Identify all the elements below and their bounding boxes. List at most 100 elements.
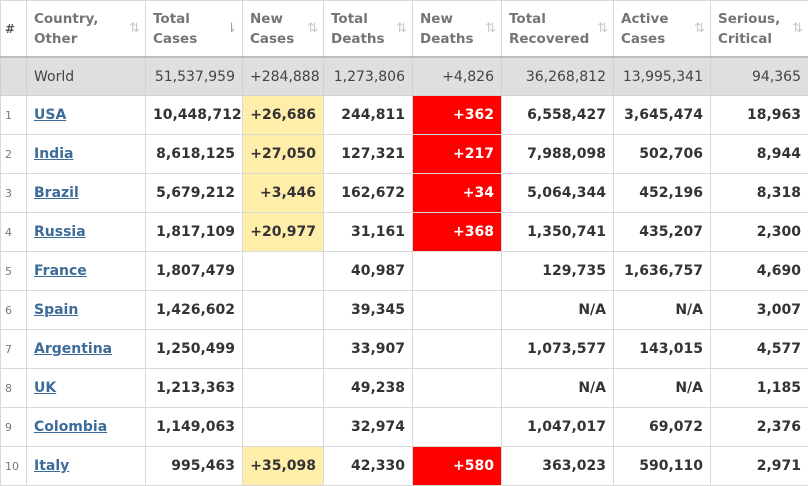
cell-total-cases: 1,817,109 (145, 212, 243, 252)
cell-serious-critical: 3,007 (710, 290, 808, 330)
row-rank: 9 (0, 407, 27, 447)
cell-active-cases: 3,645,474 (613, 95, 711, 135)
header-new-cases[interactable]: New Cases ⇅ (242, 0, 324, 58)
header-new-cases-line1: New (250, 10, 283, 27)
cell-new-cases (242, 290, 324, 330)
cell-new-deaths (412, 251, 502, 291)
header-active-cases-line2: Cases (621, 30, 666, 47)
cell-total-cases: 995,463 (145, 446, 243, 486)
country-link[interactable]: Brazil (34, 185, 79, 201)
row-rank: 5 (0, 251, 27, 291)
table-row: 8 UK 1,213,363 49,238 N/A N/A 1,185 (0, 368, 808, 408)
country-link[interactable]: USA (34, 107, 67, 123)
cell-serious-critical: 2,971 (710, 446, 808, 486)
cell-total-cases: 1,426,602 (145, 290, 243, 330)
header-total-cases[interactable]: Total Cases ⇂ (145, 0, 243, 58)
country-cell: Spain (26, 290, 146, 330)
cell-active-cases: N/A (613, 368, 711, 408)
table-row: 10 Italy 995,463 +35,098 42,330 +580 363,023 59… (0, 446, 808, 486)
cell-total-deaths: 39,345 (323, 290, 413, 330)
header-country[interactable]: Country, Other ⇅ (26, 0, 146, 58)
cell-new-deaths (412, 407, 502, 447)
row-rank: 2 (0, 134, 27, 174)
world-new-deaths: +4,826 (412, 56, 502, 96)
sort-icon[interactable]: ⇅ (396, 21, 407, 36)
sort-desc-icon[interactable]: ⇂ (226, 21, 237, 36)
header-active-cases-line1: Active (621, 10, 669, 27)
cell-new-cases: +35,098 (242, 446, 324, 486)
cell-total-cases: 8,618,125 (145, 134, 243, 174)
cell-serious-critical: 18,963 (710, 95, 808, 135)
cell-total-recovered: N/A (501, 368, 614, 408)
country-link[interactable]: India (34, 146, 74, 162)
sort-icon[interactable]: ⇅ (792, 21, 803, 36)
cell-total-recovered: 5,064,344 (501, 173, 614, 213)
world-total-deaths: 1,273,806 (323, 56, 413, 96)
country-link[interactable]: Spain (34, 302, 79, 318)
cell-serious-critical: 2,376 (710, 407, 808, 447)
country-link[interactable]: France (34, 263, 87, 279)
cell-serious-critical: 1,185 (710, 368, 808, 408)
row-rank: 1 (0, 95, 27, 135)
sort-icon[interactable]: ⇅ (129, 21, 140, 36)
table-row: 7 Argentina 1,250,499 33,907 1,073,577 143,01… (0, 329, 808, 369)
cell-new-cases (242, 329, 324, 369)
cell-new-deaths: +362 (412, 95, 502, 135)
header-serious-critical-line2: Critical (718, 30, 773, 47)
cell-new-deaths (412, 290, 502, 330)
row-rank: 8 (0, 368, 27, 408)
cell-total-cases: 5,679,212 (145, 173, 243, 213)
cell-total-recovered: 7,988,098 (501, 134, 614, 174)
row-rank: 6 (0, 290, 27, 330)
row-rank: 4 (0, 212, 27, 252)
cell-total-cases: 1,213,363 (145, 368, 243, 408)
cell-serious-critical: 8,944 (710, 134, 808, 174)
header-active-cases[interactable]: Active Cases ⇅ (613, 0, 711, 58)
cell-new-cases (242, 407, 324, 447)
cell-total-recovered: 6,558,427 (501, 95, 614, 135)
cell-total-deaths: 31,161 (323, 212, 413, 252)
header-total-recovered[interactable]: Total Recovered ⇅ (501, 0, 614, 58)
header-total-deaths-line1: Total (331, 10, 368, 27)
table-row: 1 USA 10,448,712 +26,686 244,811 +362 6,558,42… (0, 95, 808, 135)
country-link[interactable]: UK (34, 380, 57, 396)
country-link[interactable]: Colombia (34, 419, 108, 435)
sort-icon[interactable]: ⇅ (307, 21, 318, 36)
country-cell: Russia (26, 212, 146, 252)
header-country-line2: Other (34, 30, 78, 47)
header-total-deaths[interactable]: Total Deaths ⇅ (323, 0, 413, 58)
sort-icon[interactable]: ⇅ (485, 21, 496, 36)
cell-serious-critical: 4,690 (710, 251, 808, 291)
cell-total-deaths: 244,811 (323, 95, 413, 135)
table-row: 2 India 8,618,125 +27,050 127,321 +217 7,988,0… (0, 134, 808, 174)
cell-total-recovered: 129,735 (501, 251, 614, 291)
table-row: 6 Spain 1,426,602 39,345 N/A N/A 3,007 (0, 290, 808, 330)
header-total-deaths-line2: Deaths (331, 30, 385, 47)
header-serious-critical[interactable]: Serious, Critical ⇅ (710, 0, 808, 58)
header-row: # Country, Other ⇅ Total Cases ⇂ New Cas… (0, 0, 808, 58)
table-row: 5 France 1,807,479 40,987 129,735 1,636,757 4,… (0, 251, 808, 291)
header-total-recovered-line1: Total (509, 10, 546, 27)
world-row: World 51,537,959 +284,888 1,273,806 +4,8… (0, 56, 808, 96)
sort-icon[interactable]: ⇅ (597, 21, 608, 36)
cell-active-cases: 69,072 (613, 407, 711, 447)
cell-total-recovered: 1,073,577 (501, 329, 614, 369)
cell-total-recovered: 1,350,741 (501, 212, 614, 252)
country-cell: USA (26, 95, 146, 135)
world-total-recovered: 36,268,812 (501, 56, 614, 96)
header-new-deaths-line1: New (420, 10, 453, 27)
country-link[interactable]: Italy (34, 458, 70, 474)
world-rank-cell (0, 56, 27, 96)
cell-total-cases: 10,448,712 (145, 95, 243, 135)
cell-new-deaths: +580 (412, 446, 502, 486)
table-row: 9 Colombia 1,149,063 32,974 1,047,017 69,072 2… (0, 407, 808, 447)
country-link[interactable]: Argentina (34, 341, 113, 357)
country-link[interactable]: Russia (34, 224, 86, 240)
row-rank: 7 (0, 329, 27, 369)
header-new-deaths[interactable]: New Deaths ⇅ (412, 0, 502, 58)
cell-serious-critical: 2,300 (710, 212, 808, 252)
cell-total-deaths: 42,330 (323, 446, 413, 486)
sort-icon[interactable]: ⇅ (694, 21, 705, 36)
header-rank[interactable]: # (0, 0, 27, 58)
